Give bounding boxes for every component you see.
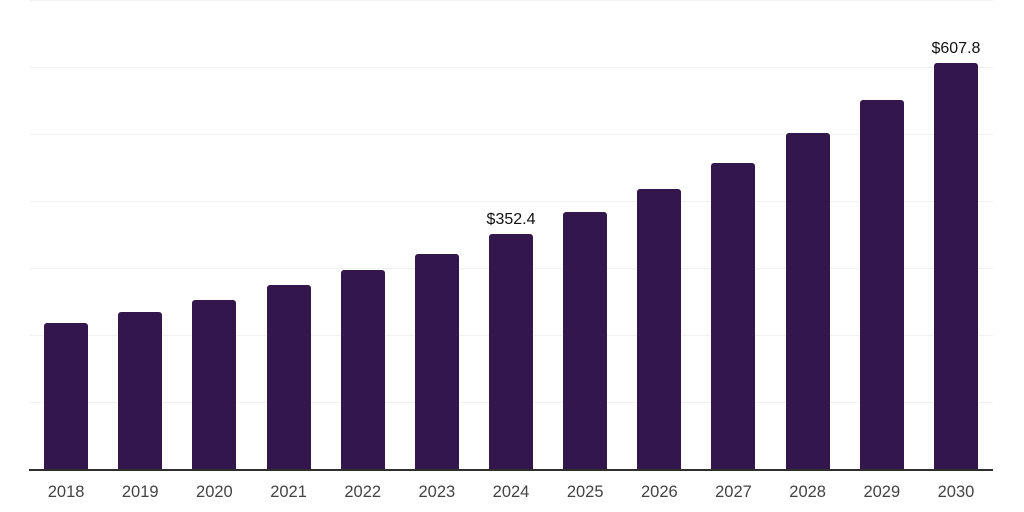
x-tick-label-2023: 2023 bbox=[418, 483, 456, 501]
gridline-600 bbox=[29, 67, 993, 69]
bar-2028 bbox=[785, 132, 830, 470]
bar-slot-2022 bbox=[326, 0, 400, 470]
bar-slot-2018 bbox=[29, 0, 103, 470]
bar-slot-2024: $352.4 bbox=[474, 0, 548, 470]
x-tick-label-2022: 2022 bbox=[344, 483, 382, 501]
x-tick-label-2018: 2018 bbox=[47, 483, 85, 501]
bar-2026 bbox=[637, 189, 682, 470]
gridline-500 bbox=[29, 134, 993, 136]
x-tick-label-2020: 2020 bbox=[196, 483, 233, 501]
bar-slot-2029 bbox=[845, 0, 919, 470]
bar-2030 bbox=[933, 63, 978, 470]
bar-2025 bbox=[563, 212, 608, 470]
bar-slot-2028 bbox=[771, 0, 845, 470]
bar-2022 bbox=[340, 270, 385, 470]
bar-value-label-2024: $352.4 bbox=[486, 211, 536, 229]
x-tick-label-2021: 2021 bbox=[270, 483, 307, 501]
plot-area: $352.4 $607.8 bbox=[29, 0, 993, 471]
x-tick-label-2028: 2028 bbox=[789, 483, 826, 501]
bar-slot-2021 bbox=[251, 0, 325, 470]
bar-slot-2025 bbox=[548, 0, 622, 470]
bars-layer: $352.4 $607.8 bbox=[29, 0, 993, 470]
x-axis-tick-labels: 2018 2019 2020 2021 2022 2023 2024 2025 2026 2027… bbox=[29, 482, 993, 502]
gridline-700 bbox=[29, 0, 993, 2]
bar-slot-2026 bbox=[622, 0, 696, 470]
gridline-400 bbox=[29, 201, 993, 203]
bar-2024 bbox=[489, 234, 534, 470]
x-tick-label-2025: 2025 bbox=[566, 483, 604, 501]
bar-value-label-2030: $607.8 bbox=[931, 40, 981, 58]
x-tick-label-2026: 2026 bbox=[640, 483, 678, 501]
bar-2029 bbox=[859, 100, 904, 470]
x-tick-label-2027: 2027 bbox=[715, 483, 752, 501]
bar-2019 bbox=[118, 312, 163, 470]
x-axis-line bbox=[29, 469, 993, 471]
bar-slot-2020 bbox=[177, 0, 251, 470]
bar-slot-2027 bbox=[696, 0, 770, 470]
bar-2021 bbox=[266, 284, 311, 470]
bar-slot-2023 bbox=[400, 0, 474, 470]
bar-2023 bbox=[414, 254, 459, 470]
x-tick-label-2024: 2024 bbox=[492, 483, 530, 501]
bar-2020 bbox=[192, 299, 237, 470]
x-tick-label-2029: 2029 bbox=[863, 483, 901, 501]
x-tick-label-2019: 2019 bbox=[121, 483, 159, 501]
bar-slot-2019 bbox=[103, 0, 177, 470]
bar-slot-2030: $607.8 bbox=[919, 0, 993, 470]
bar-2027 bbox=[711, 162, 756, 470]
bar-2018 bbox=[44, 322, 89, 470]
x-tick-label-2030: 2030 bbox=[937, 483, 975, 501]
